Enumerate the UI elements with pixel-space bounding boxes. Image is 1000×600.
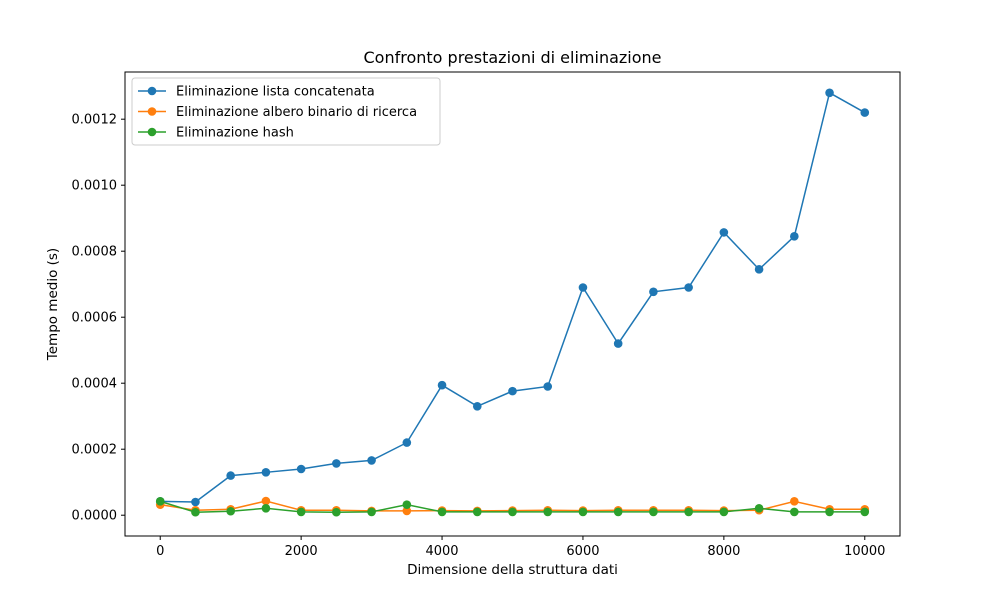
series-1-point bbox=[508, 386, 517, 396]
series-3-point bbox=[296, 507, 306, 517]
legend-label: Eliminazione lista concatenata bbox=[176, 85, 375, 100]
legend-marker bbox=[147, 107, 157, 116]
series-3-point bbox=[543, 507, 553, 517]
series-3-point bbox=[860, 507, 870, 517]
legend-item-2: Eliminazione albero binario di ricerca bbox=[138, 105, 417, 120]
series-1-point bbox=[261, 468, 271, 477]
x-tick-label: 2000 bbox=[285, 544, 318, 559]
series-3-point bbox=[825, 507, 834, 517]
x-tick-label: 6000 bbox=[566, 544, 599, 559]
series-3-point bbox=[719, 507, 729, 517]
legend-item-1: Eliminazione lista concatenata bbox=[138, 85, 375, 100]
series-3-point bbox=[402, 500, 412, 509]
series-3-point bbox=[649, 507, 658, 517]
legend-label: Eliminazione albero binario di ricerca bbox=[176, 105, 417, 120]
legend-marker bbox=[147, 86, 157, 96]
series-1-point bbox=[543, 382, 553, 391]
x-tick-label: 10000 bbox=[844, 544, 885, 559]
series-1-point bbox=[719, 228, 729, 237]
series-1-point bbox=[825, 88, 834, 98]
series-1-point bbox=[437, 380, 447, 390]
series-2-point bbox=[261, 496, 271, 506]
series-3-point bbox=[332, 507, 341, 517]
series-3-point bbox=[472, 507, 482, 517]
y-tick-label: 0.0000 bbox=[72, 509, 118, 524]
series-1-point bbox=[472, 402, 482, 411]
series-1-point bbox=[226, 471, 235, 480]
series-1-point bbox=[613, 339, 623, 348]
series-2-point bbox=[790, 497, 799, 506]
y-tick-label: 0.0006 bbox=[72, 311, 118, 326]
series-1-point bbox=[296, 464, 306, 474]
series-1-point bbox=[402, 438, 412, 447]
series-1-point bbox=[332, 459, 341, 468]
axes: 0 2000 4000 6000 8000 10000 0.0000 0.0002 0.0004… bbox=[72, 71, 901, 559]
series-1-point bbox=[191, 497, 200, 507]
axes-frame bbox=[124, 71, 901, 537]
legend-label: Eliminazione hash bbox=[176, 126, 294, 141]
y-tick-label: 0.0004 bbox=[72, 377, 118, 392]
series-1-point bbox=[649, 287, 658, 297]
series-3-point bbox=[754, 503, 764, 513]
series-3-point bbox=[437, 507, 447, 517]
series-3 bbox=[155, 497, 870, 517]
legend-marker bbox=[147, 127, 157, 137]
series-3-point bbox=[261, 503, 271, 513]
series-1-point bbox=[860, 108, 870, 117]
series-3-point bbox=[578, 507, 588, 517]
series-2-point bbox=[402, 506, 412, 516]
series-3-point bbox=[508, 507, 517, 517]
x-tick-label: 0 bbox=[156, 544, 164, 559]
x-tick-label: 8000 bbox=[707, 544, 740, 559]
series-3-point bbox=[191, 507, 200, 517]
series-3-point bbox=[790, 507, 799, 517]
x-axis-label: Dimensione della struttura dati bbox=[407, 562, 618, 578]
y-tick-label: 0.0010 bbox=[72, 179, 118, 194]
series-1-point bbox=[790, 232, 799, 241]
y-tick-label: 0.0012 bbox=[72, 113, 118, 128]
chart-title: Confronto prestazioni di eliminazione bbox=[364, 48, 662, 67]
legend: Eliminazione lista concatenata Eliminazio… bbox=[131, 77, 441, 146]
series-1-point bbox=[684, 283, 693, 292]
series-3-point bbox=[155, 497, 165, 506]
y-tick-label: 0.0002 bbox=[72, 443, 118, 458]
series-3-point bbox=[684, 507, 693, 517]
series-1-point bbox=[367, 456, 376, 465]
plot-area bbox=[155, 88, 870, 517]
y-axis-label: Tempo medio (s) bbox=[45, 248, 61, 361]
series-3-point bbox=[226, 506, 235, 516]
series-3-point bbox=[613, 507, 623, 517]
legend-box bbox=[131, 77, 441, 146]
legend-item-3: Eliminazione hash bbox=[138, 126, 294, 141]
y-tick-label: 0.0008 bbox=[72, 245, 118, 260]
series-1-point bbox=[754, 265, 764, 274]
x-tick-label: 4000 bbox=[425, 544, 458, 559]
series-3-point bbox=[367, 507, 376, 517]
series-1-point bbox=[578, 283, 588, 292]
